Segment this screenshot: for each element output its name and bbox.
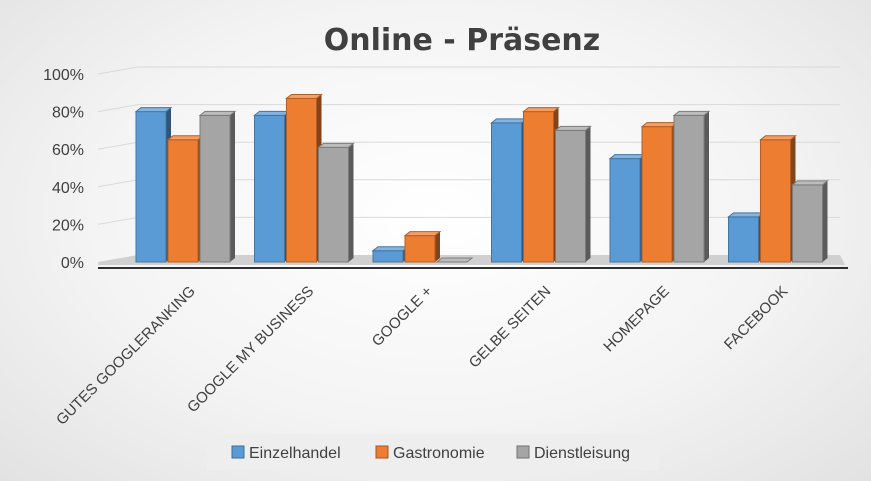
bar — [490, 118, 528, 263]
bar-front — [728, 216, 759, 263]
legend-label: Einzelhandel — [249, 445, 341, 462]
bars — [134, 93, 829, 263]
bar-side — [822, 180, 828, 262]
y-tick-label: 20% — [52, 217, 84, 234]
bar-front — [167, 139, 199, 263]
gridline — [97, 66, 840, 75]
bar — [608, 154, 647, 263]
bar — [554, 125, 592, 263]
x-tick-label: GUTES GOOGLERANKING — [53, 283, 199, 429]
y-tick-label: 60% — [52, 142, 84, 159]
bar-top — [672, 110, 711, 116]
legend-label: Dienstleisung — [534, 445, 630, 462]
legend-swatch — [516, 445, 530, 459]
bar-top — [166, 135, 205, 141]
bar — [672, 110, 711, 263]
bar-top — [759, 135, 797, 141]
bar-front — [641, 126, 673, 263]
bar-top — [317, 142, 355, 148]
legend-box — [207, 434, 659, 470]
legend-label: Gastronomie — [393, 445, 485, 462]
bar-top — [522, 107, 560, 113]
gridline — [97, 104, 840, 113]
bar — [759, 135, 797, 263]
bar-side — [704, 111, 709, 262]
bar — [435, 257, 474, 263]
bar-front — [673, 114, 705, 263]
bar — [285, 93, 323, 263]
x-tick-label: GELBE SEITEN — [466, 283, 555, 372]
bar — [134, 107, 173, 263]
bar-front — [135, 111, 167, 263]
bar-front — [523, 111, 554, 263]
bar-top — [403, 231, 442, 237]
bar-top — [134, 107, 173, 113]
bar — [640, 122, 679, 263]
bar-top — [791, 180, 829, 186]
bar-top — [253, 110, 291, 116]
bar — [198, 110, 237, 263]
bar-front — [199, 114, 231, 263]
bar-top — [640, 122, 679, 128]
bar-top — [608, 154, 647, 160]
bar-top — [285, 93, 323, 99]
bar — [791, 180, 829, 263]
bar-side — [585, 126, 591, 263]
legend-swatch — [231, 445, 245, 459]
bar — [166, 135, 205, 263]
y-tick-label: 0% — [61, 255, 84, 272]
bar — [522, 107, 560, 263]
x-tick-label: GOOGLE + — [369, 283, 436, 350]
chart-title: Online - Präsenz — [324, 23, 601, 58]
bar-front — [555, 129, 586, 263]
bar — [317, 142, 355, 263]
bar — [727, 212, 765, 263]
legend-swatch — [375, 445, 389, 459]
bar-front — [792, 184, 823, 263]
bar-top — [198, 110, 237, 116]
bar — [253, 110, 291, 263]
bar-top — [727, 212, 765, 218]
y-tick-label: 40% — [52, 180, 84, 197]
bar-side — [435, 231, 440, 262]
bar-front — [404, 235, 436, 263]
bar-front — [318, 146, 349, 263]
bar-front — [760, 139, 791, 263]
y-axis: 0% 20% 40% 60% 80% 100% — [43, 67, 84, 272]
y-tick-label: 100% — [43, 67, 84, 84]
bar-side — [348, 143, 354, 262]
bar-side — [230, 111, 235, 262]
legend: Einzelhandel Gastronomie Dienstleisung — [207, 434, 659, 470]
bar-front — [372, 250, 404, 263]
x-tick-label: HOMEPAGE — [600, 283, 673, 356]
bar — [403, 231, 442, 263]
x-tick-label: GOOGLE MY BUSINESS — [184, 283, 317, 416]
bar-front — [609, 158, 641, 263]
x-tick-label: FACEBOOK — [721, 283, 791, 353]
bar-top — [435, 257, 474, 263]
y-tick-label: 80% — [52, 105, 84, 122]
bar-front — [491, 122, 522, 263]
bar-top — [371, 246, 410, 252]
bar-front — [254, 114, 285, 263]
bar-top — [554, 125, 592, 131]
bar-top — [490, 118, 528, 124]
bar-front — [286, 97, 317, 263]
bar — [371, 246, 410, 263]
